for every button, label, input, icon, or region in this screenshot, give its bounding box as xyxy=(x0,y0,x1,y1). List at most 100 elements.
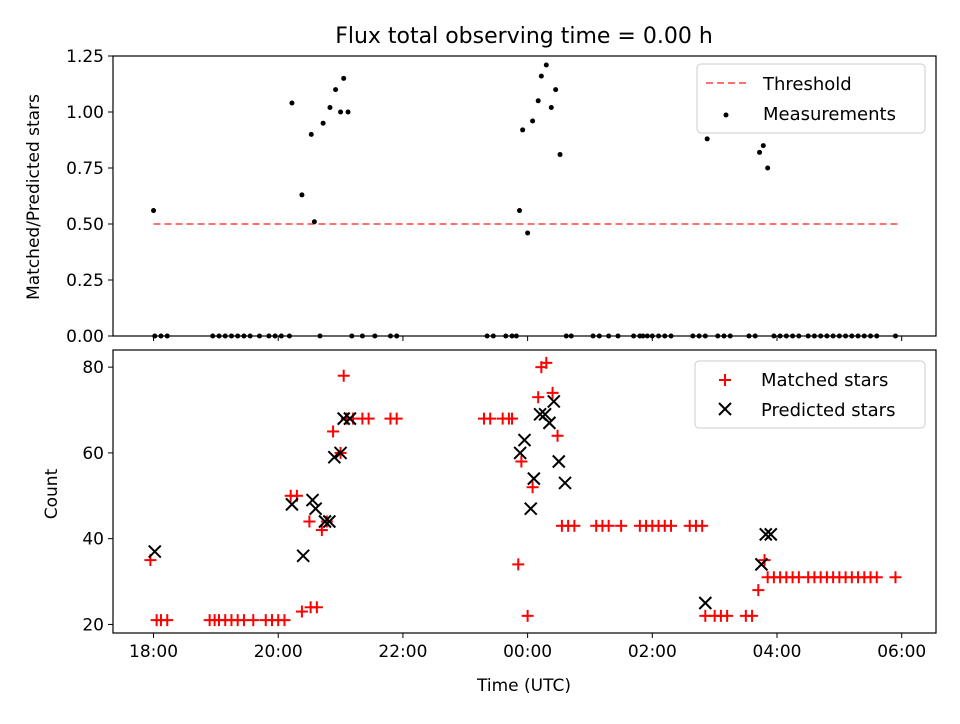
predicted-star-stroke-b xyxy=(533,407,547,422)
legend-measurement-marker xyxy=(723,112,729,118)
measurement-point xyxy=(530,118,536,124)
x-tick-label: 20:00 xyxy=(254,642,303,662)
predicted-star-stroke-b xyxy=(698,596,713,610)
measurement-point xyxy=(538,73,544,79)
ratio-panel: 0.00 0.25 0.50 0.75 1.00 1.25 xyxy=(66,47,937,347)
measurement-point xyxy=(299,192,305,198)
predicted-star-point xyxy=(336,411,351,426)
measurement-point xyxy=(345,109,351,115)
top-y-tick-label: 1.25 xyxy=(66,47,104,67)
x-tick-label: 04:00 xyxy=(753,642,802,662)
predicted-star-stroke-b xyxy=(524,501,538,516)
x-tick-label: 06:00 xyxy=(877,642,926,662)
predicted-star-point xyxy=(333,446,348,460)
predicted-star-point xyxy=(513,446,527,460)
matched-star-point xyxy=(295,605,308,618)
chart-title: Flux total observing time = 0.00 h xyxy=(335,24,713,49)
matched-star-point xyxy=(568,519,581,532)
matched-star-point xyxy=(551,429,564,442)
predicted-star-stroke-b xyxy=(754,557,769,572)
predicted-star-stroke-b xyxy=(327,450,342,464)
measurement-point xyxy=(760,143,766,149)
measurement-point xyxy=(520,127,526,133)
bottom-y-tick-label: 40 xyxy=(82,530,104,550)
matched-star-point xyxy=(746,609,759,622)
predicted-star-point xyxy=(517,433,532,447)
top-y-tick-label: 0.00 xyxy=(66,327,104,347)
legend-threshold-label: Threshold xyxy=(762,74,852,95)
matched-star-point xyxy=(247,614,260,627)
predicted-star-point xyxy=(547,394,561,409)
predicted-star-point xyxy=(308,501,323,516)
measurement-point xyxy=(311,219,317,225)
bottom-y-tick-label: 60 xyxy=(82,444,104,464)
predicted-star-stroke-b xyxy=(542,416,557,430)
measurement-point xyxy=(553,87,559,93)
measurement-point xyxy=(320,120,326,126)
predicted-star-stroke-b xyxy=(527,471,541,486)
x-axis-label: Time (UTC) xyxy=(476,676,571,696)
predicted-star-stroke-b xyxy=(558,476,572,490)
top-y-axis-label: Matched/Predicted stars xyxy=(24,94,44,300)
measurement-point xyxy=(535,98,541,104)
matched-star-point xyxy=(506,412,519,425)
predicted-star-stroke-b xyxy=(318,514,332,529)
x-tick-label: 18:00 xyxy=(129,642,178,662)
predicted-star-point xyxy=(148,544,162,559)
predicted-star-stroke-b xyxy=(552,454,566,469)
top-axes-frame xyxy=(112,55,937,337)
measurement-point xyxy=(543,62,549,68)
matched-star-point xyxy=(721,609,734,622)
count-panel: 18:00 20:00 22:00 00:00 02:00 04:00 06:00 20 40 6… xyxy=(82,349,937,662)
matched-star-point xyxy=(327,425,340,438)
predicted-star-stroke-b xyxy=(305,493,320,507)
matched-star-point xyxy=(310,601,323,614)
predicted-star-stroke-b xyxy=(285,497,299,512)
measurement-point xyxy=(517,208,523,214)
measurement-point xyxy=(557,152,563,158)
top-legend: Threshold Measurements xyxy=(696,63,926,134)
measurement-point xyxy=(333,87,339,93)
measurement-point xyxy=(289,100,295,106)
predicted-star-point xyxy=(327,450,342,464)
measurement-point xyxy=(341,75,347,81)
predicted-star-stroke-b xyxy=(759,527,773,542)
x-tick-label: 00:00 xyxy=(503,642,552,662)
x-tick-label: 02:00 xyxy=(628,642,677,662)
bottom-y-axis-label: Count xyxy=(42,468,62,519)
predicted-star-stroke-b xyxy=(547,394,561,409)
top-y-tick-label: 1.00 xyxy=(66,103,104,123)
measurement-point xyxy=(765,165,771,171)
legend-predicted-marker xyxy=(718,402,732,416)
predicted-star-point xyxy=(322,514,337,529)
measurement-point xyxy=(327,105,333,111)
predicted-star-stroke-b xyxy=(764,527,778,542)
measurement-point xyxy=(338,109,344,115)
predicted-star-stroke-b xyxy=(513,446,527,460)
predicted-star-stroke-b xyxy=(538,407,552,422)
predicted-star-stroke-b xyxy=(296,549,310,563)
top-y-tick-label: 0.25 xyxy=(66,271,104,291)
matched-star-point xyxy=(362,412,375,425)
matched-star-point xyxy=(546,386,559,399)
predicted-star-point xyxy=(542,416,557,430)
matched-star-point xyxy=(320,515,333,528)
measurement-point xyxy=(151,208,157,214)
matched-star-point xyxy=(696,519,709,532)
legend-predicted-label: Predicted stars xyxy=(761,400,895,421)
top-legend-box xyxy=(696,63,926,134)
predicted-star-point xyxy=(764,527,778,542)
bottom-axes-frame xyxy=(112,349,937,634)
measurement-point xyxy=(548,105,554,111)
bottom-y-tick-label: 20 xyxy=(82,615,104,635)
matched-star-point xyxy=(515,455,528,468)
predicted-star-point xyxy=(343,411,357,426)
predicted-star-stroke-b xyxy=(343,411,357,426)
matched-star-point xyxy=(665,519,678,532)
matched-star-point xyxy=(615,519,628,532)
bottom-legend: Matched stars Predicted stars xyxy=(694,360,926,429)
matched-star-point xyxy=(484,412,497,425)
predicted-star-stroke-b xyxy=(336,411,351,426)
legend-measurements-label: Measurements xyxy=(763,104,896,125)
matched-star-point xyxy=(752,584,765,597)
